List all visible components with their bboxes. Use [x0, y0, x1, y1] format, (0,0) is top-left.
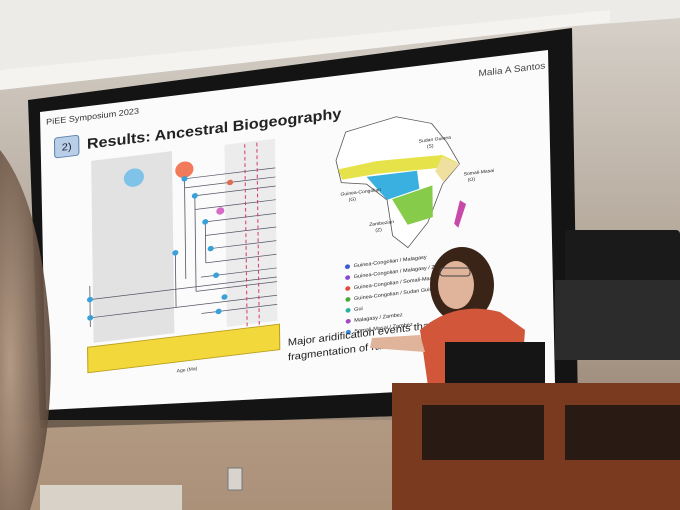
screen-housing	[0, 10, 610, 90]
map-label: Somali-Masai	[464, 168, 495, 177]
legend-item: Malagasy / Zambez	[354, 312, 403, 324]
map-label: (Z)	[375, 227, 382, 233]
ceiling	[0, 0, 680, 70]
map-label: Sudan Guinea	[419, 135, 452, 145]
map-label: (G)	[349, 196, 357, 203]
foreground-blur	[0, 150, 51, 510]
tree-panel	[91, 151, 175, 343]
desk	[40, 485, 182, 510]
laptop	[445, 342, 545, 384]
guinea-congolian-region	[366, 170, 420, 200]
monitor-arm	[555, 280, 680, 360]
time-scale-bar	[87, 323, 281, 374]
madagascar-region	[454, 200, 467, 228]
event-lines	[244, 142, 260, 329]
section-badge	[53, 134, 80, 159]
section-number: 2)	[62, 141, 72, 154]
somali-masai-region	[435, 156, 460, 183]
cold-emoji	[123, 168, 144, 187]
axis-label: Age (Ma)	[177, 366, 198, 374]
node-dots	[86, 176, 234, 321]
map-labels: Sudan Guinea (S) Somali-Masai (O) Guinea…	[340, 135, 495, 234]
outlet	[227, 467, 243, 491]
map-label: (S)	[427, 143, 434, 150]
podium-panel	[565, 405, 680, 460]
zambezian-region	[392, 185, 433, 225]
tree-panel-2	[224, 138, 278, 327]
map-label: Zambezian	[369, 219, 394, 228]
hot-emoji	[175, 161, 194, 178]
podium-panel	[422, 405, 544, 460]
map-label: Guinea-Congolian	[340, 187, 381, 198]
sudan-guinea-region	[338, 154, 458, 180]
map-label: (O)	[468, 177, 476, 184]
legend-item: Gui	[354, 306, 363, 313]
